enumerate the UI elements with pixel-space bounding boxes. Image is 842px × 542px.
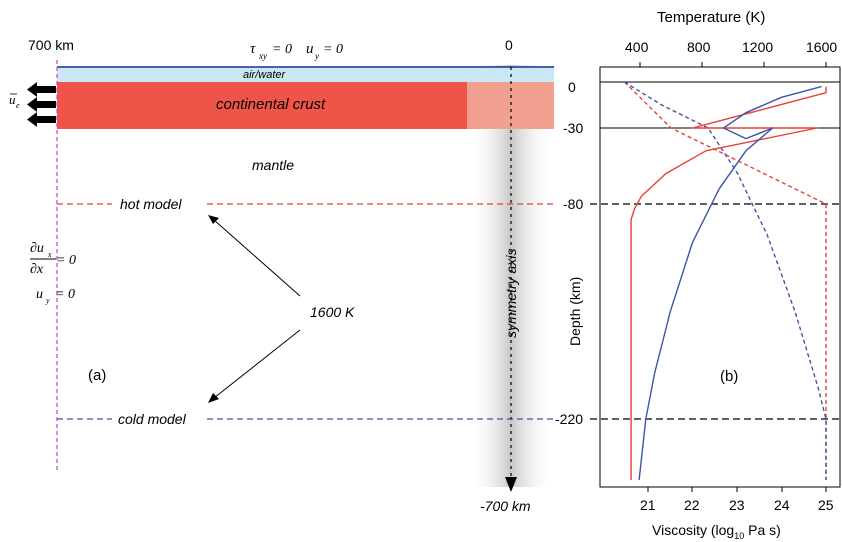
top-zero-label: 0 [505,37,513,53]
y-tick-label: 0 [568,79,576,95]
bottom-depth-label: -700 km [480,498,531,514]
panel-a: 700 km 0 τ xy = 0 u y = 0 air/water cont… [9,37,554,514]
bottom-tick-label: 23 [729,497,745,513]
symmetry-axis-arrowhead [505,477,517,492]
left-bc-du-sub: x [47,250,52,259]
mantle-label: mantle [252,157,294,173]
arrow-to-hot [213,219,301,297]
top-bc-eq2: = 0 [323,42,343,57]
left-bc-du: ∂u [30,241,44,256]
velocity-label: u [9,92,16,107]
left-bc-u: u [36,287,43,302]
hot-model-label: hot model [120,196,182,212]
velocity-arrows [27,82,56,127]
left-depth-label: 700 km [28,37,74,53]
bottom-tick-label: 21 [640,497,656,513]
series-layer [624,81,827,481]
bottom-axis: 21 22 23 24 25 Viscosity (log10 Pa s) [640,487,834,541]
top-bc-tau-sub: xy [258,51,267,61]
cold-viscosity-line [638,85,822,481]
top-tick-label: 1200 [742,39,773,55]
top-bc-u: u [306,41,314,57]
top-bc-u-sub: y [314,51,319,61]
arrow-to-hot-head [208,215,219,224]
top-bc-eq1: = 0 [272,42,292,57]
temp-1600-label: 1600 K [310,304,355,320]
bottom-tick-label: 25 [818,497,834,513]
arrow-to-cold [213,329,301,399]
top-axis: 400 800 1200 1600 Temperature (K) [625,9,837,67]
left-bc-dx: ∂x [30,262,44,277]
y-axis: 0 -30 -80 -220 Depth (km) [555,79,583,427]
cold-model-label: cold model [118,411,187,427]
left-bc-u-sub: y [45,296,50,305]
symmetry-axis-label: symmetry axis [503,249,519,338]
top-tick-label: 400 [625,39,649,55]
top-bc-tau: τ [250,41,256,57]
y-axis-title: Depth (km) [567,277,583,346]
y-tick-label: -30 [563,120,583,136]
air-water-layer [57,67,554,82]
bottom-axis-title: Viscosity (log10 Pa s) [652,522,781,541]
bottom-tick-label: 24 [774,497,790,513]
continental-crust-label: continental crust [216,96,326,113]
bottom-tick-label: 22 [684,497,700,513]
top-tick-label: 1600 [806,39,837,55]
velocity-label-sub: e [16,101,20,110]
y-tick-label: -80 [563,196,583,212]
left-bc-eq2: = 0 [55,287,75,302]
panel-b-label: (b) [720,368,738,385]
top-axis-title: Temperature (K) [657,9,765,26]
panel-b: 400 800 1200 1600 Temperature (K) 21 22 … [555,9,841,541]
panel-a-label: (a) [88,367,106,384]
hot-viscosity-line [630,86,827,480]
left-bc-eq: = 0 [56,253,76,268]
continental-crust-layer [57,82,467,129]
air-water-label: air/water [243,69,287,81]
top-tick-label: 800 [687,39,711,55]
symmetry-shading [468,65,554,487]
cold-temperature-line [624,81,827,480]
plot-frame [599,66,841,488]
arrow-to-cold-head [208,393,219,403]
y-tick-label: -220 [555,411,583,427]
hot-temperature-line [624,81,827,480]
